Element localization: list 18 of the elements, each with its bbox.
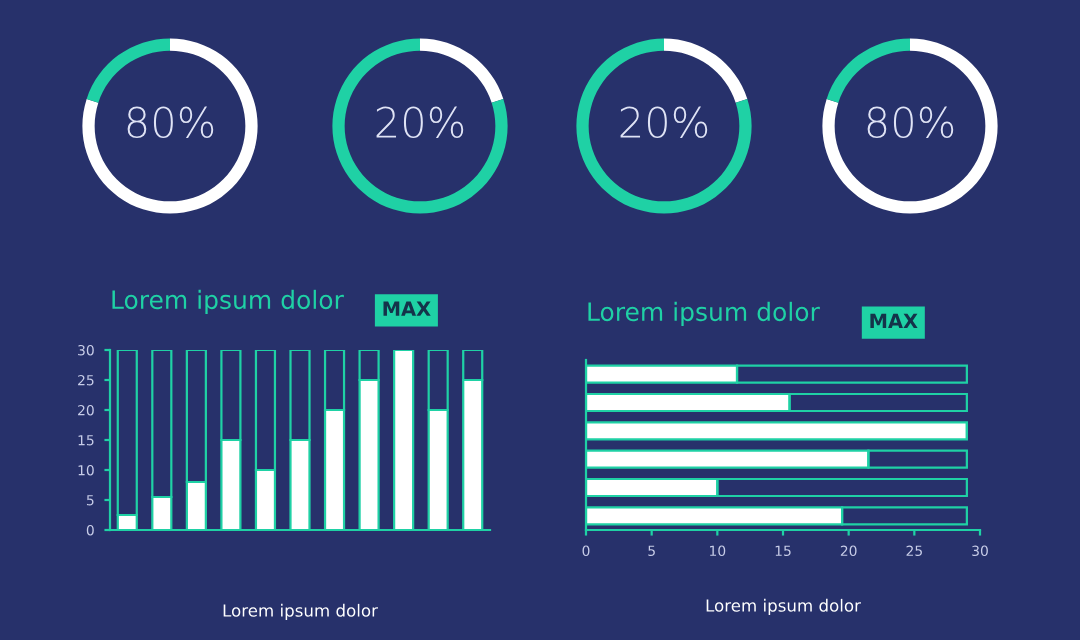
text: MAX <box>383 301 431 316</box>
text: 80% <box>127 106 214 139</box>
text: 80% <box>867 106 954 139</box>
donut-slice <box>822 38 998 214</box>
text: MAX <box>870 313 918 328</box>
chart-title: Lorem ipsum dolor <box>588 301 820 326</box>
donut-slice <box>82 38 258 214</box>
text: Lorem ipsum dolor <box>223 603 378 620</box>
donut-slice <box>826 38 910 103</box>
donut-slice <box>420 38 504 103</box>
text: Lorem ipsum dolor <box>706 598 861 615</box>
chart-title: Lorem ipsum dolor <box>112 289 344 314</box>
donut-slice <box>576 38 752 214</box>
text: 20% <box>376 106 464 139</box>
donut-slice <box>664 38 748 103</box>
donut-slice <box>86 38 170 103</box>
donut-slice <box>332 38 508 214</box>
text: 20% <box>620 106 708 139</box>
